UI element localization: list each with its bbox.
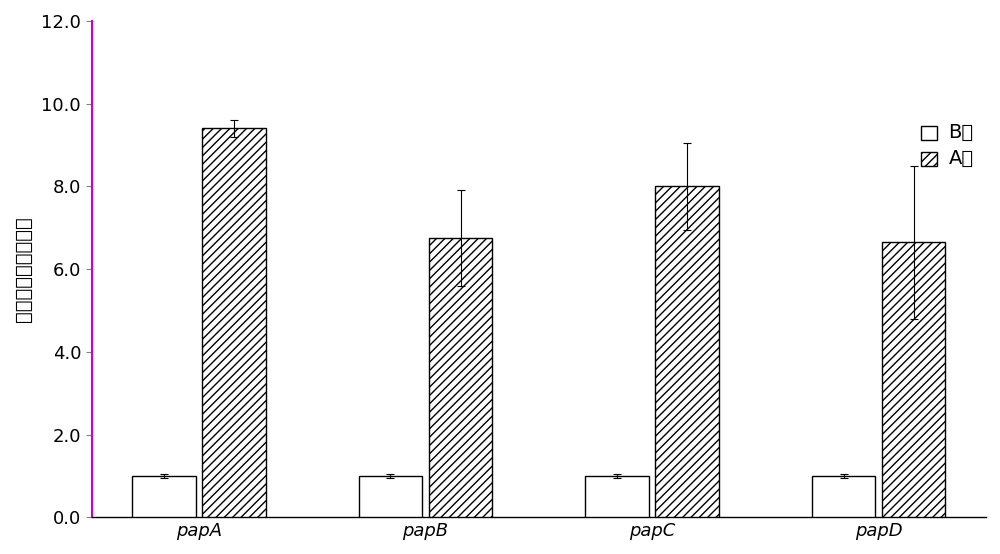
Y-axis label: 基因相对表达变化量: 基因相对表达变化量 (14, 216, 33, 322)
Bar (429, 238, 492, 517)
Bar (812, 476, 875, 517)
Bar (655, 186, 719, 517)
Bar (202, 129, 266, 517)
Legend: B组, A组: B组, A组 (915, 117, 979, 173)
Bar (132, 476, 196, 517)
Bar (359, 476, 422, 517)
Bar (882, 242, 945, 517)
Bar (585, 476, 649, 517)
